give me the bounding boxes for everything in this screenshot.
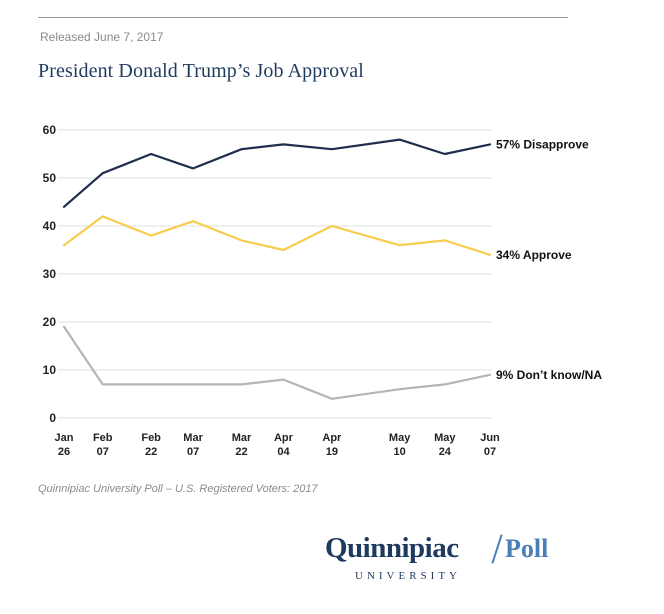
series-line-disapprove: [62, 138, 492, 208]
line-chart: 0 10 20 30 40 50 60 Jan 26 Feb 07 Feb 22 Mar 07 Mar 22 Ap…: [43, 123, 603, 458]
x-tick-label: Jun 07: [480, 432, 500, 458]
source-note: Quinnipiac University Poll – U.S. Regist…: [38, 483, 318, 495]
series-line-approve: [62, 215, 492, 256]
series-label-approve: 34% Approve: [496, 248, 572, 262]
chart-title: President Donald Trump’s Job Approval: [38, 60, 364, 82]
logo-slash: [491, 534, 503, 564]
logo-university: UNIVERSITY: [355, 570, 461, 582]
y-tick-label: 60: [43, 123, 57, 137]
y-tick-label: 40: [43, 219, 57, 233]
logo-wordmark: Quinnipiac: [325, 532, 459, 564]
x-tick-label: Feb 22: [141, 432, 161, 458]
series-label-don-t-know-na: 9% Don’t know/NA: [496, 368, 602, 382]
x-tick-label: Mar 07: [183, 432, 203, 458]
y-tick-label: 10: [43, 363, 57, 377]
y-tick-label: 50: [43, 171, 57, 185]
release-date: Released June 7, 2017: [40, 30, 164, 44]
x-tick-label: Jan 26: [55, 432, 74, 458]
x-tick-label: Apr 04: [274, 432, 294, 458]
y-tick-label: 20: [43, 315, 57, 329]
logo-poll: Poll: [505, 534, 549, 563]
series-label-disapprove: 57% Disapprove: [496, 137, 589, 151]
x-tick-label: Mar 22: [232, 432, 252, 458]
top-divider: [38, 17, 568, 18]
x-tick-label: May 10: [389, 432, 411, 458]
series-line-don-t-know-na: [62, 325, 492, 400]
x-tick-label: Feb 07: [93, 432, 113, 458]
y-tick-label: 30: [43, 267, 57, 281]
x-tick-label: May 24: [434, 432, 456, 458]
quinnipiac-poll-logo: Quinnipiac Poll UNIVERSITY: [325, 532, 575, 592]
x-tick-label: Apr 19: [322, 432, 342, 458]
y-tick-label: 0: [49, 411, 56, 425]
